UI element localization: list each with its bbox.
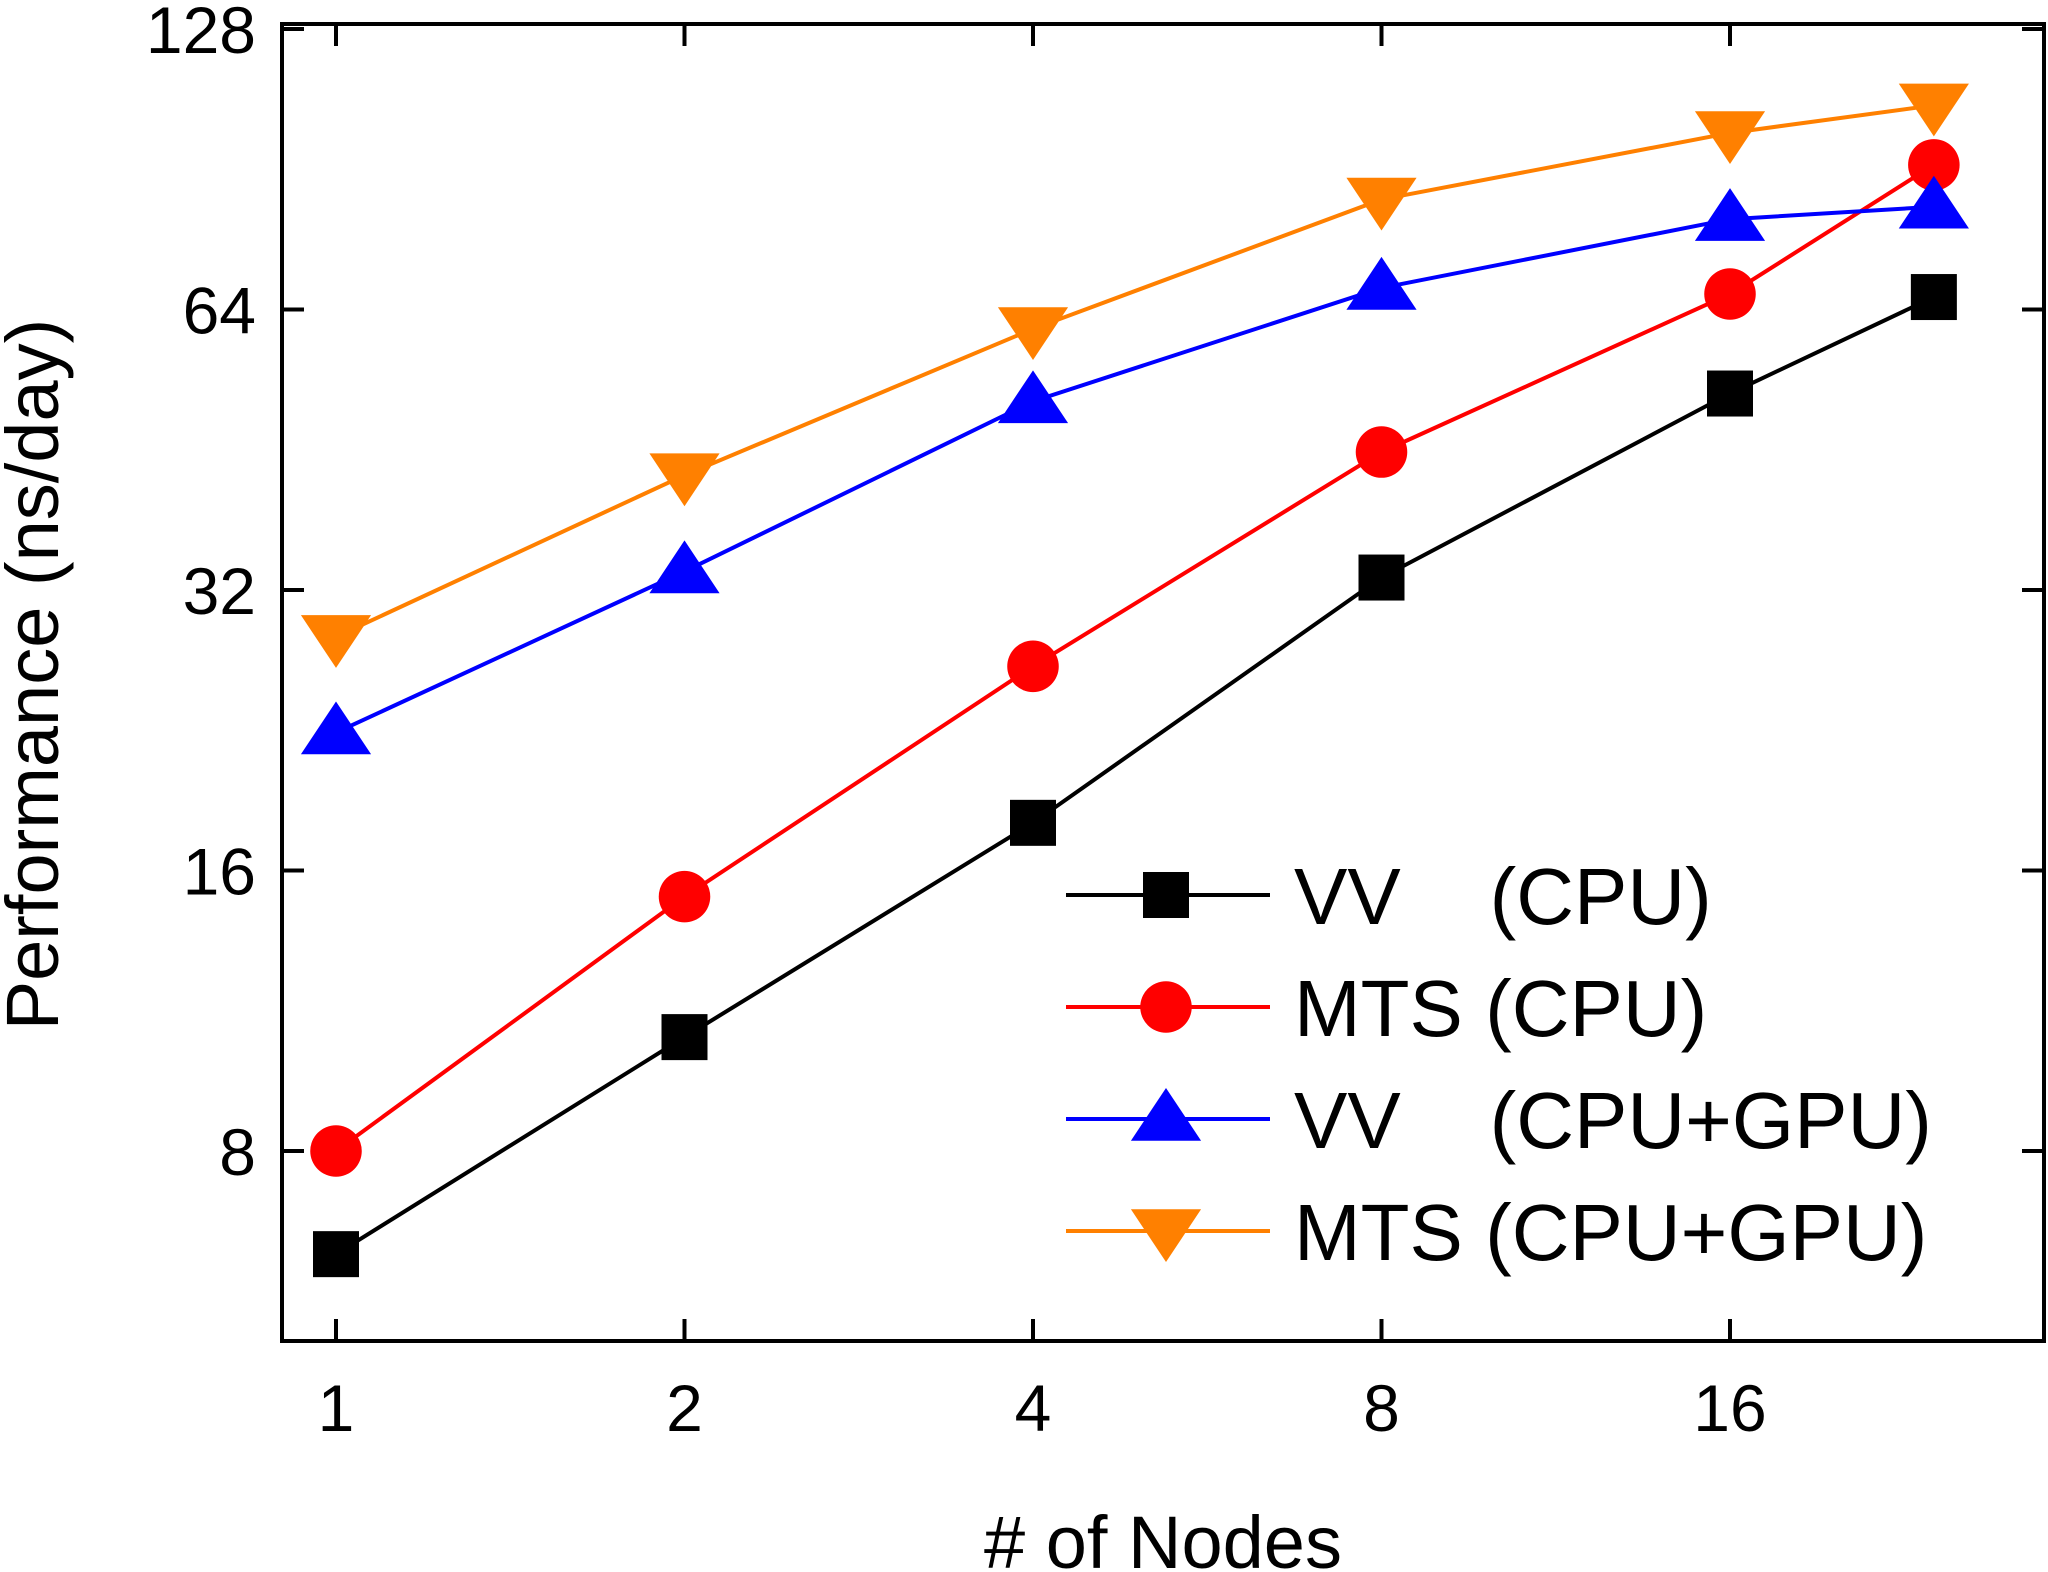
series-line bbox=[334, 163, 1935, 1153]
series-0 bbox=[313, 274, 1957, 1278]
legend-label: MTS (CPU+GPU) bbox=[1294, 1188, 1927, 1277]
series-2 bbox=[300, 175, 1969, 755]
data-point bbox=[313, 1231, 359, 1278]
data-point bbox=[310, 1125, 362, 1177]
data-point bbox=[1704, 268, 1756, 320]
tick-labels-layer: 1 2 4 8 16 8 16 32 64 128 bbox=[146, 0, 1767, 1445]
data-point bbox=[1707, 370, 1753, 417]
legend-entry: VV (CPU) bbox=[1066, 852, 1712, 941]
plot-frame bbox=[280, 22, 2046, 1343]
legend-label: VV (CPU) bbox=[1294, 852, 1712, 941]
ticks-layer bbox=[282, 24, 2044, 1341]
y-tick-label: 16 bbox=[183, 835, 256, 909]
data-point bbox=[649, 453, 720, 507]
data-point bbox=[1007, 640, 1059, 693]
data-point bbox=[661, 1014, 708, 1061]
data-point bbox=[300, 701, 372, 755]
data-point bbox=[1346, 177, 1417, 231]
legend-entry: MTS (CPU) bbox=[1066, 964, 1707, 1053]
x-tick-label: 1 bbox=[318, 1371, 355, 1445]
data-point bbox=[1346, 256, 1417, 310]
data-point bbox=[1898, 175, 1969, 229]
data-point bbox=[1358, 554, 1405, 601]
legend: VV (CPU) MTS (CPU) VV (CPU+GPU) MTS (CPU+GP… bbox=[1066, 852, 1932, 1277]
x-tick-label: 16 bbox=[1693, 1371, 1766, 1445]
legend-marker bbox=[1143, 872, 1189, 918]
y-tick-label: 64 bbox=[183, 274, 256, 348]
series-layer bbox=[300, 83, 1969, 1278]
data-point bbox=[997, 370, 1069, 424]
data-point bbox=[1694, 111, 1766, 165]
y-axis-label: Performance (ns/day) bbox=[0, 319, 74, 1031]
data-point bbox=[1898, 83, 1969, 137]
y-tick-label: 128 bbox=[146, 0, 256, 67]
x-tick-label: 2 bbox=[666, 1371, 703, 1445]
data-point bbox=[997, 307, 1069, 360]
legend-entry: VV (CPU+GPU) bbox=[1066, 1076, 1932, 1165]
data-point bbox=[1010, 799, 1056, 846]
series-line bbox=[335, 103, 1935, 639]
legend-marker bbox=[1130, 1087, 1202, 1141]
series-1 bbox=[310, 139, 1960, 1177]
x-axis-label: # of Nodes bbox=[984, 1501, 1342, 1572]
y-tick-label: 32 bbox=[183, 554, 256, 628]
data-point bbox=[649, 540, 720, 594]
legend-label: VV (CPU+GPU) bbox=[1294, 1076, 1932, 1165]
x-tick-label: 8 bbox=[1363, 1371, 1400, 1445]
data-point bbox=[1355, 426, 1408, 478]
legend-label: MTS (CPU) bbox=[1294, 964, 1707, 1053]
data-point bbox=[1908, 139, 1960, 191]
x-tick-label: 4 bbox=[1015, 1371, 1052, 1445]
y-tick-label: 8 bbox=[219, 1115, 256, 1189]
data-point bbox=[1694, 188, 1766, 241]
series-line bbox=[334, 295, 1935, 1256]
data-point bbox=[1910, 274, 1957, 321]
data-point bbox=[658, 870, 711, 923]
series-line bbox=[335, 204, 1934, 735]
series-3 bbox=[300, 83, 1969, 668]
legend-marker bbox=[1130, 1209, 1202, 1263]
data-point bbox=[300, 615, 372, 668]
legend-marker bbox=[1140, 981, 1192, 1033]
legend-entry: MTS (CPU+GPU) bbox=[1066, 1188, 1927, 1277]
